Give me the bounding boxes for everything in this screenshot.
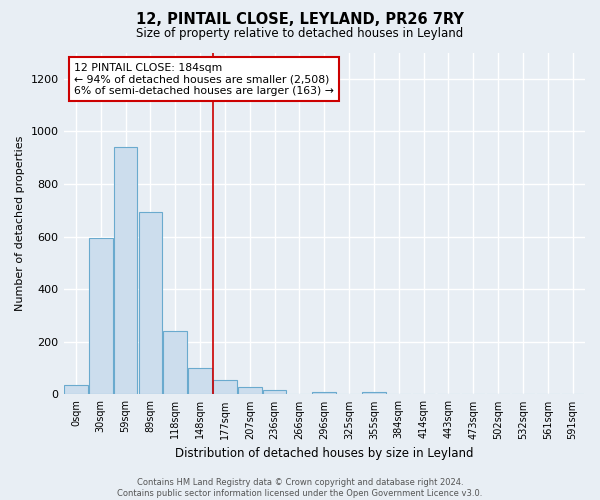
X-axis label: Distribution of detached houses by size in Leyland: Distribution of detached houses by size …	[175, 447, 473, 460]
Bar	[64, 385, 88, 394]
Text: 12, PINTAIL CLOSE, LEYLAND, PR26 7RY: 12, PINTAIL CLOSE, LEYLAND, PR26 7RY	[136, 12, 464, 28]
Bar	[163, 332, 187, 394]
Bar	[213, 380, 237, 394]
Text: 12 PINTAIL CLOSE: 184sqm
← 94% of detached houses are smaller (2,508)
6% of semi: 12 PINTAIL CLOSE: 184sqm ← 94% of detach…	[74, 63, 334, 96]
Bar	[263, 390, 286, 394]
Bar	[362, 392, 386, 394]
Bar	[313, 392, 336, 394]
Text: Size of property relative to detached houses in Leyland: Size of property relative to detached ho…	[136, 28, 464, 40]
Bar	[188, 368, 212, 394]
Bar	[114, 147, 137, 394]
Bar	[139, 212, 162, 394]
Bar	[238, 386, 262, 394]
Bar	[89, 238, 113, 394]
Text: Contains HM Land Registry data © Crown copyright and database right 2024.
Contai: Contains HM Land Registry data © Crown c…	[118, 478, 482, 498]
Y-axis label: Number of detached properties: Number of detached properties	[15, 136, 25, 311]
